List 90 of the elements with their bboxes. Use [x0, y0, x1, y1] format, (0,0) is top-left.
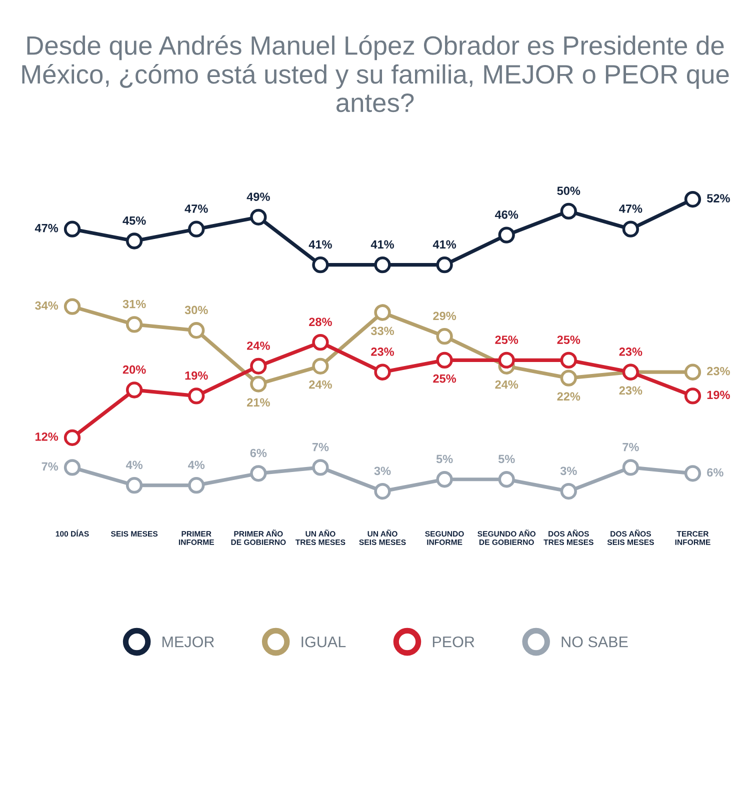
data-label: 41% [308, 240, 332, 249]
data-label: 12% [36, 432, 58, 441]
chart-title: Desde que Andrés Manuel López Obrador es Presidente de México, ¿cómo está usted y su familia, MEJOR o PEOR que antes? [22, 35, 729, 112]
data-label: 41% [432, 240, 456, 249]
data-label: 25% [433, 374, 456, 383]
data-label: 30% [184, 306, 208, 314]
data-label: 25% [495, 336, 518, 344]
data-label: 4% [188, 460, 205, 470]
data-label: 52% [706, 194, 730, 202]
point [560, 482, 577, 500]
point [684, 388, 702, 404]
data-label: 7% [312, 442, 329, 452]
point [64, 459, 81, 476]
point [312, 334, 329, 351]
data-label: 21% [247, 398, 270, 407]
point [560, 352, 577, 369]
point [250, 358, 267, 374]
point [436, 352, 453, 369]
data-label: 47% [619, 204, 642, 213]
data-label: 3% [560, 466, 577, 476]
data-label: 24% [247, 342, 270, 350]
data-label: 28% [309, 318, 332, 326]
point [64, 298, 81, 315]
point [560, 202, 577, 220]
point [560, 370, 577, 386]
point [188, 220, 205, 238]
point [436, 328, 453, 345]
point [684, 190, 702, 208]
legend-label: IGUAL [302, 636, 346, 648]
legend-label: PEOR [432, 636, 474, 648]
point [622, 459, 640, 476]
point [188, 322, 205, 339]
point [436, 471, 453, 488]
point [64, 220, 81, 238]
data-label: 23% [619, 348, 642, 356]
data-label: 24% [495, 380, 518, 389]
data-label: 22% [557, 392, 580, 401]
data-label: 5% [498, 454, 515, 464]
data-label: 3% [374, 466, 391, 476]
point [250, 465, 267, 482]
data-label: 29% [433, 312, 456, 320]
point [188, 388, 205, 404]
data-label: 33% [370, 326, 394, 336]
data-label: 47% [184, 204, 208, 213]
point [250, 208, 267, 226]
data-label: 23% [371, 348, 394, 356]
point [374, 364, 391, 380]
point [498, 226, 515, 244]
data-label: 50% [557, 186, 580, 195]
data-label: 34% [35, 301, 58, 310]
point [436, 256, 453, 274]
point [622, 220, 640, 238]
point [498, 471, 515, 488]
point [64, 429, 81, 446]
data-label: 47% [34, 224, 58, 232]
data-label: 5% [436, 454, 453, 464]
data-label: 49% [246, 192, 270, 201]
data-label: 45% [122, 216, 146, 225]
data-label: 7% [42, 462, 58, 471]
data-label: 25% [557, 336, 580, 344]
legend-label: MEJOR [162, 636, 214, 648]
data-label: 4% [126, 460, 143, 470]
point [126, 476, 143, 494]
point [312, 358, 329, 374]
point [374, 256, 391, 274]
point [126, 382, 143, 398]
data-label: 19% [707, 390, 730, 400]
data-label: 20% [122, 365, 146, 374]
data-label: 6% [707, 468, 724, 477]
data-label: 6% [250, 448, 267, 458]
legend-label: NO SABE [562, 636, 628, 648]
point [498, 352, 515, 369]
point [374, 482, 391, 500]
point [188, 476, 205, 494]
point [126, 232, 143, 250]
data-label: 41% [370, 240, 394, 249]
data-label: 31% [122, 300, 146, 308]
data-label: 46% [494, 210, 518, 219]
point [312, 256, 329, 274]
point [312, 459, 329, 476]
point [126, 316, 143, 333]
point [250, 376, 267, 392]
point [684, 465, 702, 482]
data-label: 7% [622, 442, 639, 452]
data-label: 23% [707, 366, 730, 376]
data-label: 23% [619, 386, 642, 395]
data-label: 19% [185, 371, 208, 380]
point [374, 304, 391, 321]
data-label: 24% [309, 380, 332, 389]
point [684, 364, 702, 380]
